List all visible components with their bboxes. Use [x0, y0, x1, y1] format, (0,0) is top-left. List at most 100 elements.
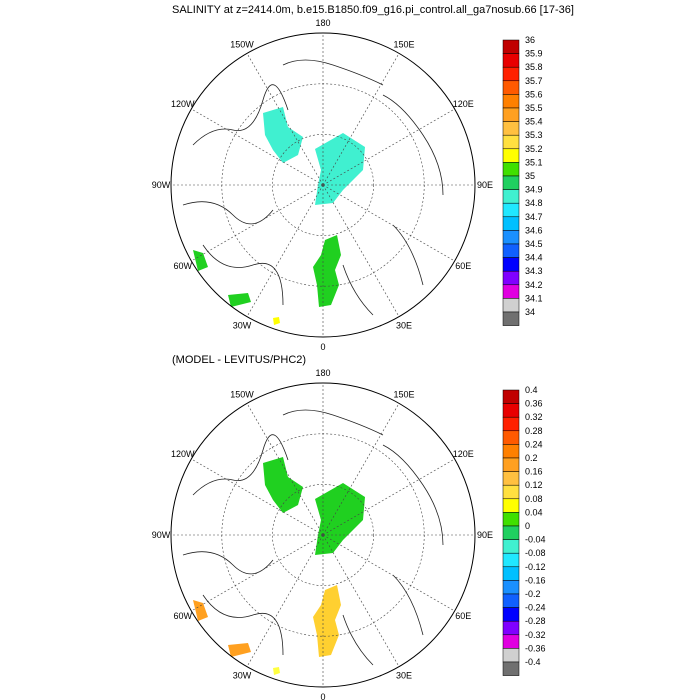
- lon-label: 120W: [171, 449, 195, 459]
- colorbar-box: [502, 484, 520, 500]
- colorbar-label: 34.7: [525, 212, 543, 222]
- labrador-patch: [193, 250, 208, 271]
- lon-label: 0: [320, 342, 325, 352]
- lon-label: 180: [315, 18, 330, 28]
- lon-label: 30E: [396, 670, 412, 680]
- colorbar-box: [502, 243, 520, 258]
- iceland-patch: [273, 317, 280, 325]
- coastline-0: [192, 84, 289, 146]
- colorbar-box: [502, 298, 520, 313]
- colorbar-box: [502, 648, 520, 663]
- colorbar-label: -0.16: [525, 575, 546, 585]
- lon-label: 30W: [233, 670, 252, 680]
- colorbar-box: [502, 580, 520, 595]
- lon-label: 90E: [477, 180, 493, 190]
- meridian-2: [322, 458, 455, 536]
- colorbar-label: 0.36: [525, 399, 543, 409]
- colorbar-label: 34.1: [525, 293, 543, 303]
- lon-label: 120E: [453, 449, 474, 459]
- lat-circle-0: [272, 134, 374, 236]
- colorbar-box: [502, 189, 520, 204]
- colorbar-box: [502, 620, 520, 636]
- coastline-1: [182, 201, 274, 225]
- lon-label: 120W: [171, 99, 195, 109]
- lon-label: 150E: [393, 390, 414, 400]
- lon-label: 60W: [173, 261, 192, 271]
- panel-1: 180 150E 120E 90E 60E 30E 0 30W 60W 90W 120W 150W 36…: [152, 18, 543, 352]
- coastline-6: [282, 409, 384, 436]
- meridian-10: [191, 458, 324, 536]
- lon-label: 60W: [173, 611, 192, 621]
- colorbar-box: [502, 471, 520, 486]
- colorbar-box: [502, 593, 520, 608]
- colorbar-label: 0.04: [525, 507, 543, 517]
- meridian-4: [322, 534, 455, 612]
- colorbar-label: -0.12: [525, 562, 546, 572]
- lon-label: 150W: [230, 390, 254, 400]
- colorbar-label: 34.8: [525, 198, 543, 208]
- colorbar-label: 35.5: [525, 103, 543, 113]
- colorbar-box: [502, 512, 520, 527]
- eurasian-basin-patch: [315, 133, 365, 205]
- colorbar-label: 34.4: [525, 253, 543, 263]
- colorbar-box: [502, 539, 520, 554]
- colorbar-label: 35.3: [525, 130, 543, 140]
- lon-label: 30W: [233, 320, 252, 330]
- colorbar-box: [502, 257, 520, 272]
- coastline-1: [182, 551, 274, 575]
- colorbar-box: [502, 175, 520, 190]
- colorbar-box: [502, 107, 520, 122]
- panel-2-title: (MODEL - LEVITUS/PHC2): [172, 354, 307, 366]
- colorbar-label: 0.16: [525, 467, 543, 477]
- colorbar-label: 35.2: [525, 144, 543, 154]
- eurasian-basin-patch: [315, 483, 365, 555]
- colorbar-label: 34: [525, 307, 535, 317]
- meridian-10: [191, 108, 324, 186]
- lon-label: 150E: [393, 40, 414, 50]
- colorbar-label: 34.2: [525, 280, 543, 290]
- map-boundary: [170, 382, 476, 688]
- coastline-5: [342, 264, 374, 316]
- colorbar-box: [502, 39, 520, 54]
- colorbar-label: -0.4: [525, 657, 541, 667]
- colorbar-box: [502, 270, 520, 286]
- lon-label: 150W: [230, 40, 254, 50]
- canada-basin-patch: [263, 457, 303, 513]
- meridian-5: [322, 184, 400, 317]
- coastline-4: [392, 574, 424, 636]
- colorbar-box: [502, 498, 520, 513]
- colorbar-label: 0.12: [525, 480, 543, 490]
- colorbar-box: [502, 216, 520, 231]
- colorbar-box: [502, 634, 520, 649]
- lon-label: 0: [320, 692, 325, 700]
- colorbar-label: -0.28: [525, 616, 546, 626]
- meridian-1: [322, 53, 400, 186]
- colorbar-label: 35.1: [525, 157, 543, 167]
- colorbar-label: 0.4: [525, 385, 538, 395]
- lon-label: 60E: [455, 261, 471, 271]
- meridian-11: [246, 403, 324, 536]
- meridian-8: [191, 184, 324, 262]
- colorbar-label: 35.8: [525, 62, 543, 72]
- colorbar-label: -0.08: [525, 548, 546, 558]
- fram-strait-patch: [313, 235, 341, 307]
- meridian-2: [322, 108, 455, 186]
- map-boundary: [170, 32, 476, 338]
- lon-label: 120E: [453, 99, 474, 109]
- yellow-blob: [273, 667, 280, 675]
- meridian-11: [246, 53, 324, 186]
- labrador-patch: [193, 600, 208, 621]
- colorbar-label: 34.5: [525, 239, 543, 249]
- lon-label: 90W: [152, 180, 171, 190]
- colorbar-box: [502, 121, 520, 136]
- colorbar-box: [502, 311, 520, 326]
- canada-basin-patch: [263, 107, 303, 163]
- colorbar-label: 35.9: [525, 49, 543, 59]
- coastline-3: [382, 444, 444, 546]
- colorbar-box: [502, 525, 520, 540]
- colorbar-label: -0.24: [525, 603, 546, 613]
- colorbar-box: [502, 66, 520, 82]
- meridian-7: [246, 534, 324, 667]
- coastline-3: [382, 94, 444, 196]
